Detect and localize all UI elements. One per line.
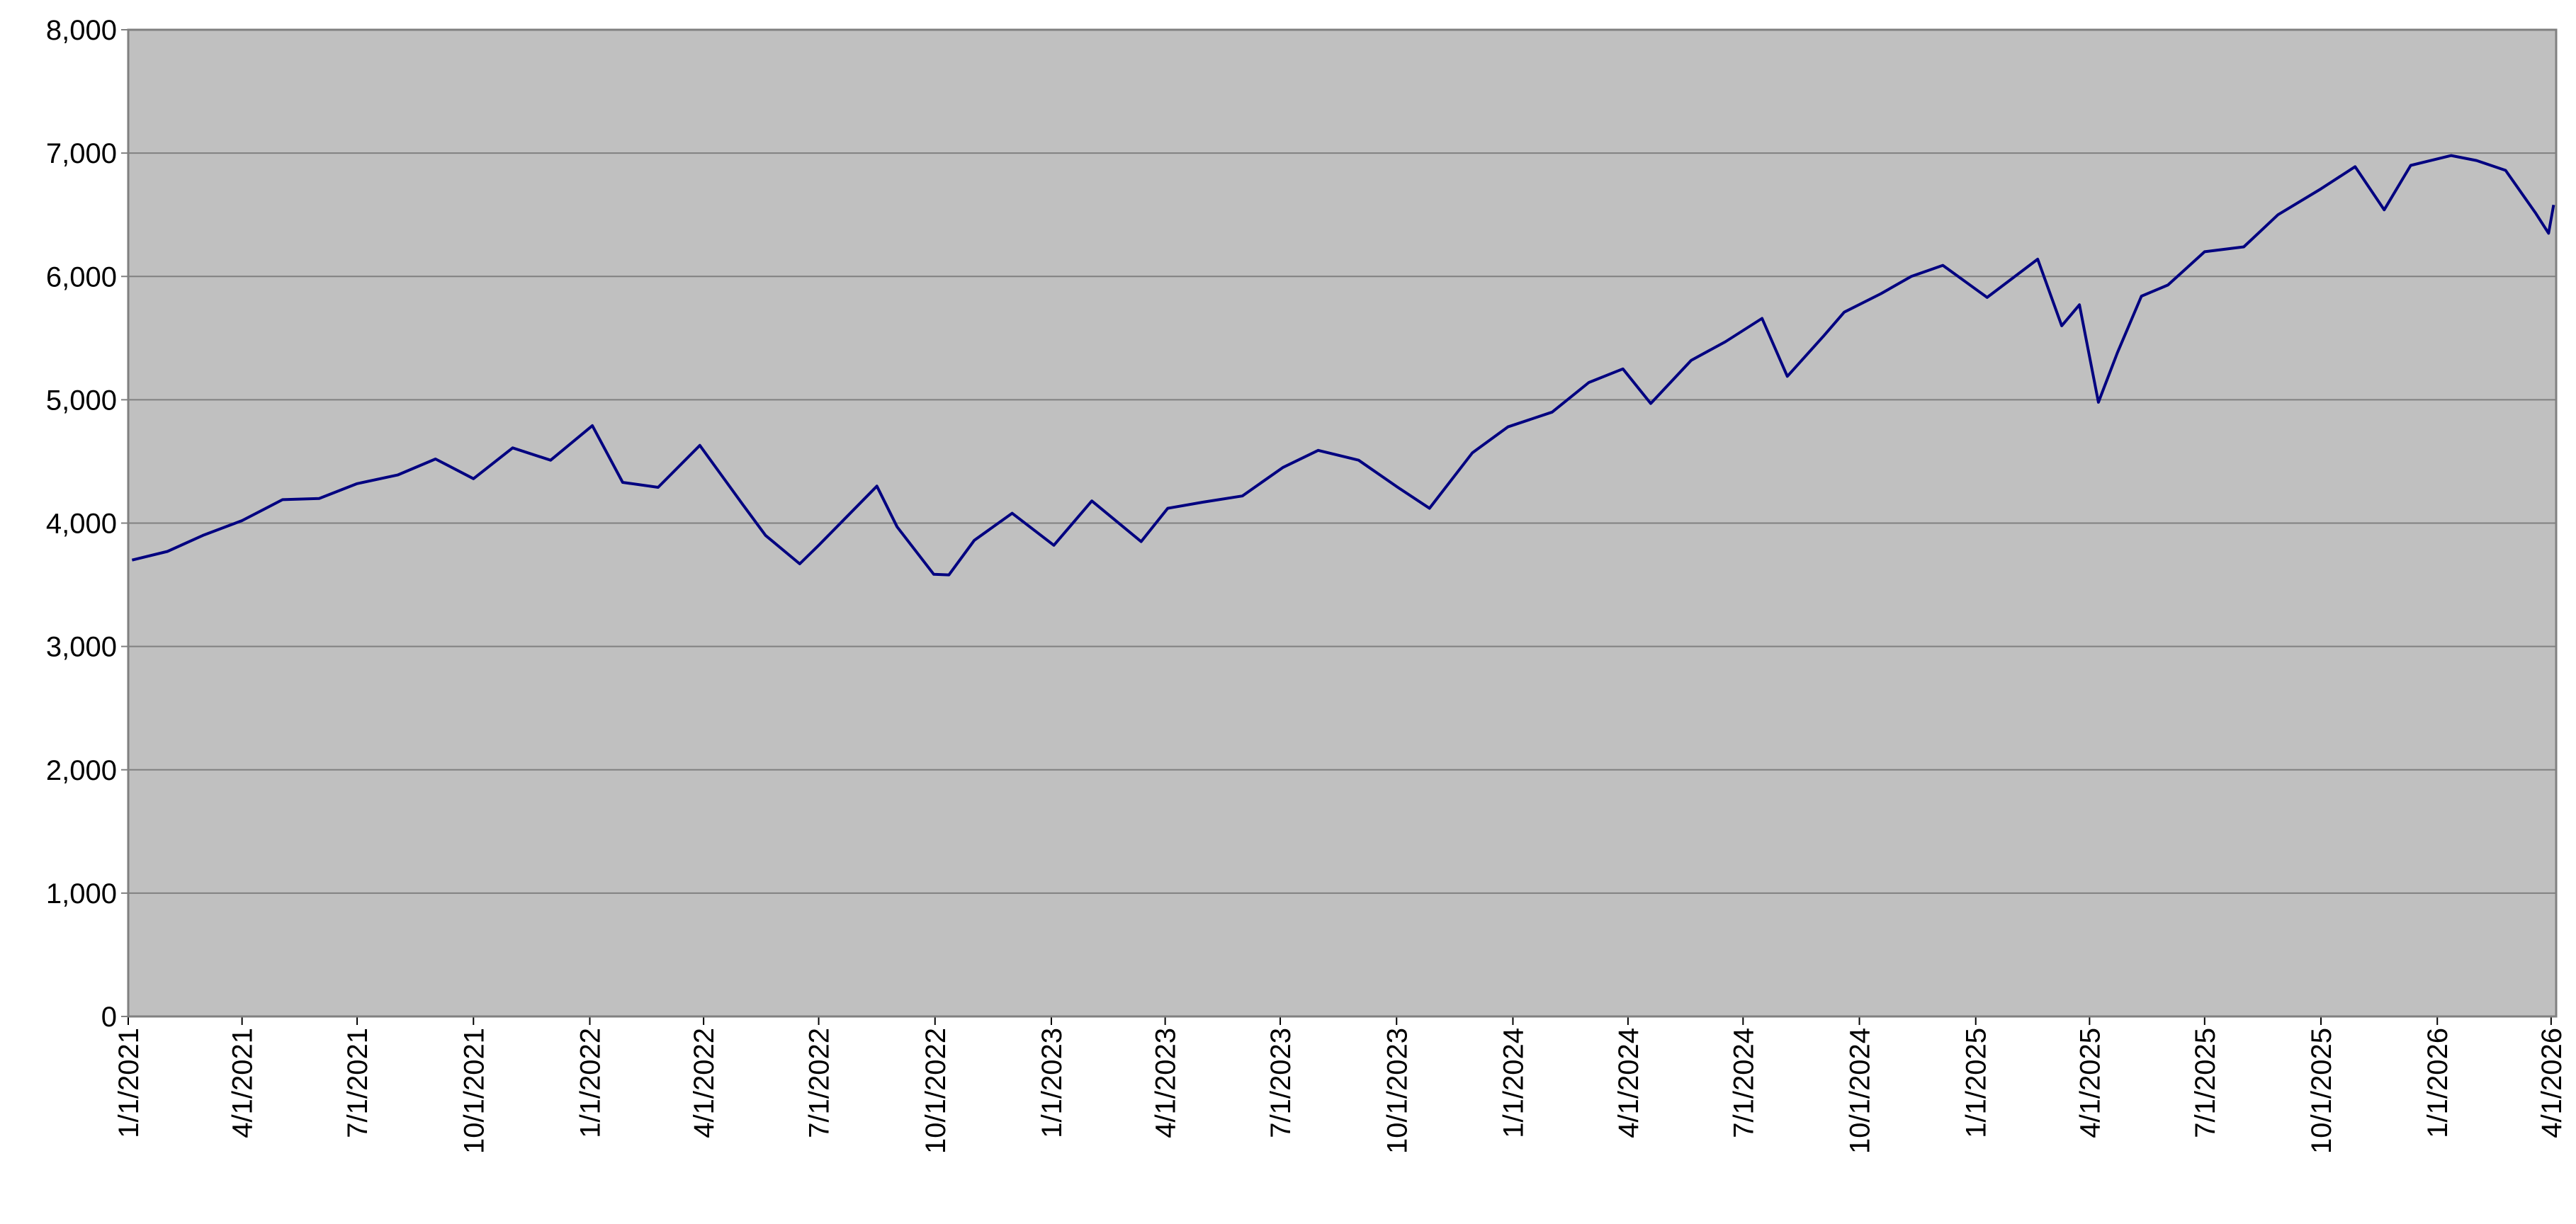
y-tick-label: 4,000 <box>46 509 117 540</box>
y-tick-label: 1,000 <box>46 878 117 910</box>
y-tick-label: 0 <box>101 1002 117 1033</box>
series-line <box>131 154 2555 577</box>
y-tick-label: 5,000 <box>46 385 117 416</box>
x-tick-label: 10/1/2024 <box>1845 1028 1876 1154</box>
y-tick-label: 7,000 <box>46 138 117 169</box>
y-tick-label: 8,000 <box>46 15 117 46</box>
x-tick-label: 7/1/2021 <box>342 1028 373 1138</box>
x-tick-label: 4/1/2023 <box>1151 1028 1182 1138</box>
x-tick-label: 4/1/2021 <box>227 1028 259 1138</box>
x-tick-label: 10/1/2023 <box>1382 1028 1413 1154</box>
x-tick-label: 1/1/2025 <box>1961 1028 1992 1138</box>
x-tick-label: 1/1/2022 <box>575 1028 606 1138</box>
y-tick-label: 2,000 <box>46 755 117 786</box>
x-tick-label: 4/1/2025 <box>2074 1028 2106 1138</box>
plot-border <box>127 28 2558 1018</box>
x-tick-label: 10/1/2021 <box>458 1028 490 1154</box>
x-tick-label: 10/1/2025 <box>2306 1028 2337 1154</box>
x-tick-label: 7/1/2022 <box>804 1028 835 1138</box>
x-tick-label: 7/1/2025 <box>2190 1028 2221 1138</box>
x-tick-label: 4/1/2024 <box>1613 1028 1644 1138</box>
x-tick-label: 1/1/2024 <box>1498 1028 1529 1138</box>
x-tick-label: 4/1/2026 <box>2536 1028 2567 1138</box>
x-tick-label: 7/1/2024 <box>1728 1028 1759 1138</box>
x-tick-label: 7/1/2023 <box>1265 1028 1297 1138</box>
x-tick-label: 4/1/2022 <box>689 1028 720 1138</box>
x-tick-label: 1/1/2021 <box>113 1028 145 1138</box>
x-tick-label: 10/1/2022 <box>920 1028 951 1154</box>
y-tick-label: 6,000 <box>46 261 117 293</box>
y-tick-label: 3,000 <box>46 632 117 663</box>
x-tick-label: 1/1/2026 <box>2422 1028 2453 1138</box>
x-tick-label: 1/1/2023 <box>1036 1028 1068 1138</box>
